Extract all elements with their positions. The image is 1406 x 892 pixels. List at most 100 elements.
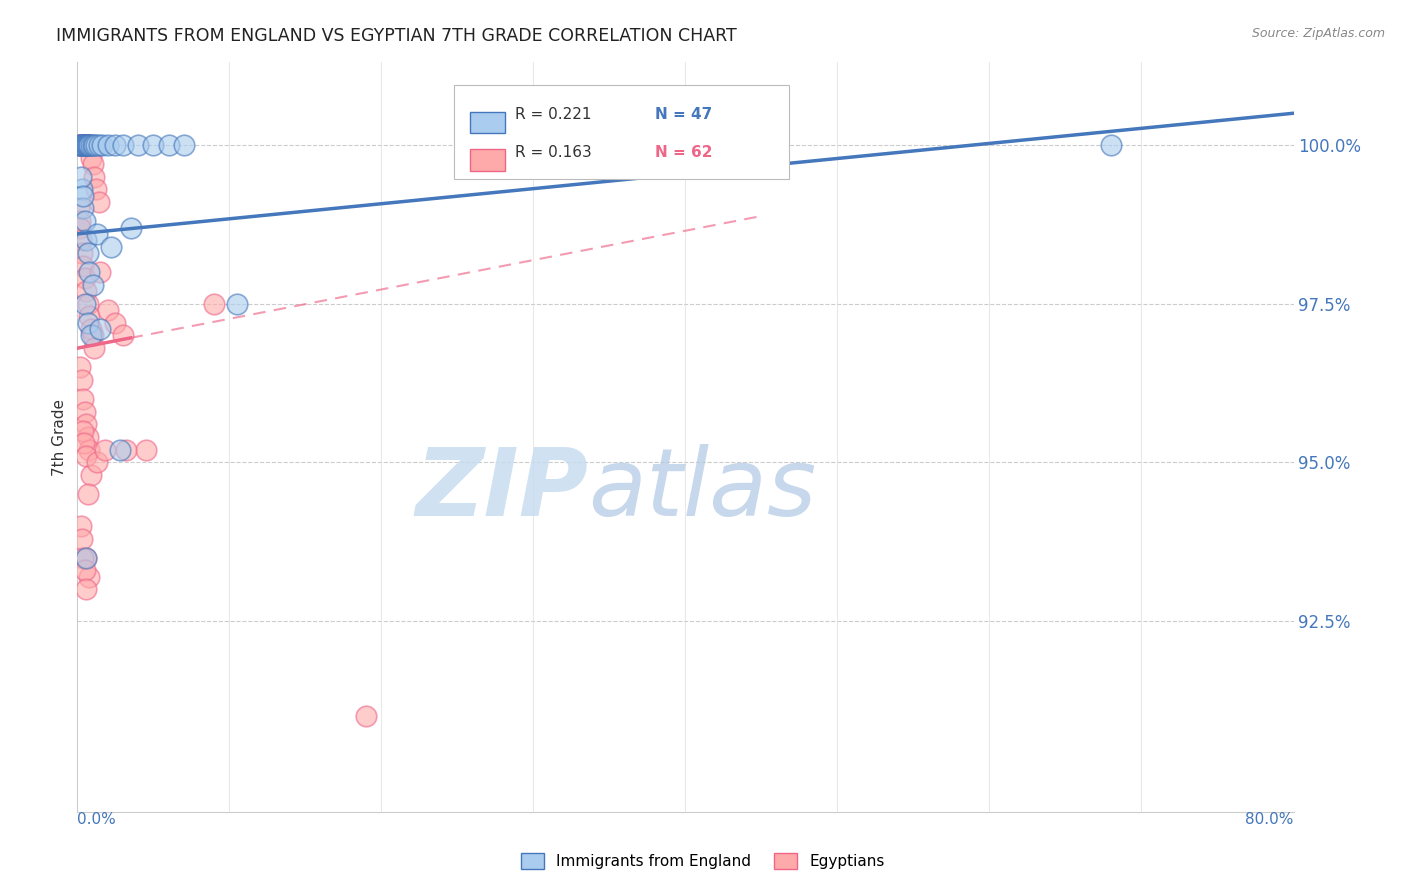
Point xyxy=(73,138,96,153)
Point xyxy=(84,182,107,196)
Point xyxy=(73,436,96,450)
Point xyxy=(97,303,120,318)
Legend: Immigrants from England, Egyptians: Immigrants from England, Egyptians xyxy=(515,847,891,875)
Point xyxy=(79,310,101,324)
Point xyxy=(75,449,97,463)
Point xyxy=(83,341,105,355)
Point xyxy=(354,709,377,723)
Point xyxy=(76,138,98,153)
Point xyxy=(80,322,103,336)
Point xyxy=(157,138,180,153)
Text: atlas: atlas xyxy=(588,444,817,535)
Point xyxy=(120,220,142,235)
Point xyxy=(73,405,96,419)
Point xyxy=(79,265,101,279)
Point xyxy=(69,138,91,153)
Point xyxy=(1099,138,1122,153)
Point xyxy=(127,138,149,153)
Point xyxy=(77,138,100,153)
Point xyxy=(75,550,97,565)
Point xyxy=(67,138,90,153)
Point xyxy=(82,157,104,171)
FancyBboxPatch shape xyxy=(470,149,505,170)
Point xyxy=(89,265,111,279)
Point xyxy=(69,214,91,228)
Point xyxy=(72,138,94,153)
Point xyxy=(104,316,127,330)
Point xyxy=(69,138,91,153)
Point xyxy=(79,570,101,584)
Point xyxy=(89,322,111,336)
Point xyxy=(75,550,97,565)
Point xyxy=(79,442,101,457)
Point xyxy=(100,239,122,253)
Point xyxy=(108,442,131,457)
Point xyxy=(73,138,96,153)
Point xyxy=(598,138,620,153)
Text: IMMIGRANTS FROM ENGLAND VS EGYPTIAN 7TH GRADE CORRELATION CHART: IMMIGRANTS FROM ENGLAND VS EGYPTIAN 7TH … xyxy=(56,27,737,45)
Point xyxy=(111,328,134,343)
Point xyxy=(82,138,104,153)
Point xyxy=(70,182,93,196)
Point xyxy=(75,284,97,298)
Text: N = 47: N = 47 xyxy=(655,107,713,122)
Point xyxy=(75,233,97,247)
Point xyxy=(76,138,98,153)
Point xyxy=(97,138,120,153)
Point xyxy=(72,550,94,565)
Point xyxy=(77,487,100,501)
Point xyxy=(83,169,105,184)
Point xyxy=(73,297,96,311)
Point xyxy=(70,233,93,247)
Point xyxy=(72,392,94,406)
Point xyxy=(226,297,249,311)
Point xyxy=(93,442,115,457)
Text: Source: ZipAtlas.com: Source: ZipAtlas.com xyxy=(1251,27,1385,40)
Point xyxy=(77,138,100,153)
Point xyxy=(70,169,93,184)
Point xyxy=(73,563,96,577)
Point xyxy=(111,138,134,153)
Point xyxy=(67,202,90,216)
Point xyxy=(86,227,108,241)
Point xyxy=(77,430,100,444)
Point xyxy=(73,271,96,285)
Point xyxy=(69,220,91,235)
Text: R = 0.163: R = 0.163 xyxy=(515,145,592,160)
Point xyxy=(72,259,94,273)
Point xyxy=(75,138,97,153)
Point xyxy=(72,188,94,202)
Point xyxy=(72,202,94,216)
Point xyxy=(86,455,108,469)
Point xyxy=(72,424,94,438)
Point xyxy=(173,138,195,153)
Point xyxy=(73,138,96,153)
Point xyxy=(69,138,91,153)
FancyBboxPatch shape xyxy=(454,85,789,178)
Point xyxy=(69,138,91,153)
Point xyxy=(77,246,100,260)
Y-axis label: 7th Grade: 7th Grade xyxy=(52,399,67,475)
Point xyxy=(77,297,100,311)
Point xyxy=(69,360,91,375)
Text: R = 0.221: R = 0.221 xyxy=(515,107,592,122)
Point xyxy=(72,138,94,153)
Point xyxy=(82,277,104,292)
Text: 80.0%: 80.0% xyxy=(1246,812,1294,827)
Point xyxy=(135,442,157,457)
Point xyxy=(75,138,97,153)
Point xyxy=(202,297,225,311)
Point xyxy=(70,246,93,260)
Point xyxy=(115,442,138,457)
Point xyxy=(75,582,97,597)
Point xyxy=(70,138,93,153)
Point xyxy=(73,214,96,228)
Point xyxy=(142,138,165,153)
Point xyxy=(70,138,93,153)
Point xyxy=(104,138,127,153)
Point xyxy=(70,532,93,546)
Point xyxy=(83,138,105,153)
Text: ZIP: ZIP xyxy=(415,443,588,535)
Point xyxy=(84,138,107,153)
Text: N = 62: N = 62 xyxy=(655,145,713,160)
